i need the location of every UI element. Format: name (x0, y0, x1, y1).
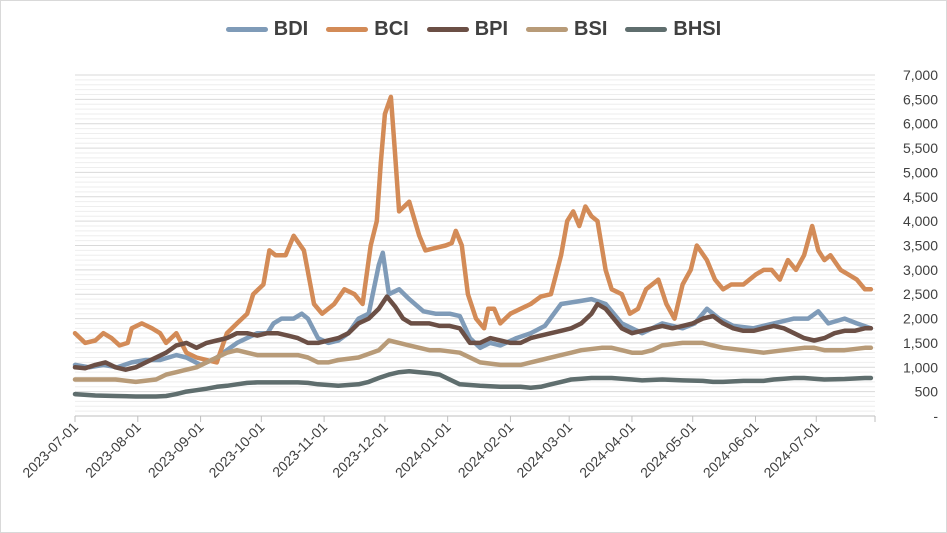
x-tick-label: 2023-08-01 (82, 419, 144, 481)
y-tick-label: 3,500 (903, 238, 938, 254)
x-tick-label: 2024-05-01 (637, 419, 699, 481)
legend-item-bdi: BDI (225, 18, 309, 41)
y-tick-label: 6,000 (903, 116, 938, 132)
x-tick-label: 2024-06-01 (700, 419, 762, 481)
legend-swatch-bhsi (625, 27, 668, 32)
legend-item-bci: BCI (326, 18, 409, 41)
legend: BDI BCI BPI BSI BHSI (0, 18, 947, 41)
y-tick-label: 2,500 (903, 286, 938, 302)
series-line-bpi (72, 294, 874, 372)
y-tick-label: 3,000 (903, 262, 938, 278)
y-tick-label: 5,500 (903, 140, 938, 156)
legend-item-bhsi: BHSI (625, 18, 721, 41)
legend-swatch-bsi (526, 27, 569, 32)
x-tick-label: 2023-07-01 (19, 419, 81, 481)
legend-label-bpi: BPI (474, 18, 509, 40)
y-tick-label: 7,000 (903, 67, 938, 83)
y-tick-label: 4,000 (903, 213, 938, 229)
x-tick-label: 2023-12-01 (329, 419, 391, 481)
x-tick-label: 2024-04-01 (576, 419, 638, 481)
y-tick-label: 500 (915, 384, 939, 400)
x-tick-label: 2024-02-01 (455, 419, 517, 481)
y-tick-label: 6,500 (903, 91, 938, 107)
legend-label-bhsi: BHSI (673, 18, 722, 40)
x-tick-label: 2024-03-01 (513, 419, 575, 481)
legend-swatch-bpi (426, 27, 469, 32)
y-tick-label: 4,500 (903, 189, 938, 205)
x-tick-label: 2023-11-01 (269, 419, 330, 480)
x-tick-label: 2024-01-01 (392, 419, 454, 481)
legend-label-bdi: BDI (273, 18, 309, 40)
x-tick-label: 2024-07-01 (760, 419, 822, 481)
series-line-bsi (72, 338, 874, 385)
legend-swatch-bdi (225, 27, 268, 32)
y-tick-label: 1,000 (903, 359, 938, 375)
y-tick-label: - (933, 408, 938, 424)
series-line-bci (72, 94, 874, 365)
y-tick-label: 5,000 (903, 164, 938, 180)
x-tick-label: 2023-10-01 (205, 419, 267, 481)
legend-label-bci: BCI (374, 18, 409, 40)
legend-label-bsi: BSI (574, 18, 608, 40)
legend-swatch-bci (326, 27, 369, 32)
y-tick-label: 1,500 (903, 335, 938, 351)
legend-item-bpi: BPI (426, 18, 509, 41)
legend-item-bsi: BSI (526, 18, 607, 41)
series-line-bhsi (72, 368, 874, 399)
x-tick-label: 2023-09-01 (145, 419, 207, 481)
y-tick-label: 2,000 (903, 311, 938, 327)
